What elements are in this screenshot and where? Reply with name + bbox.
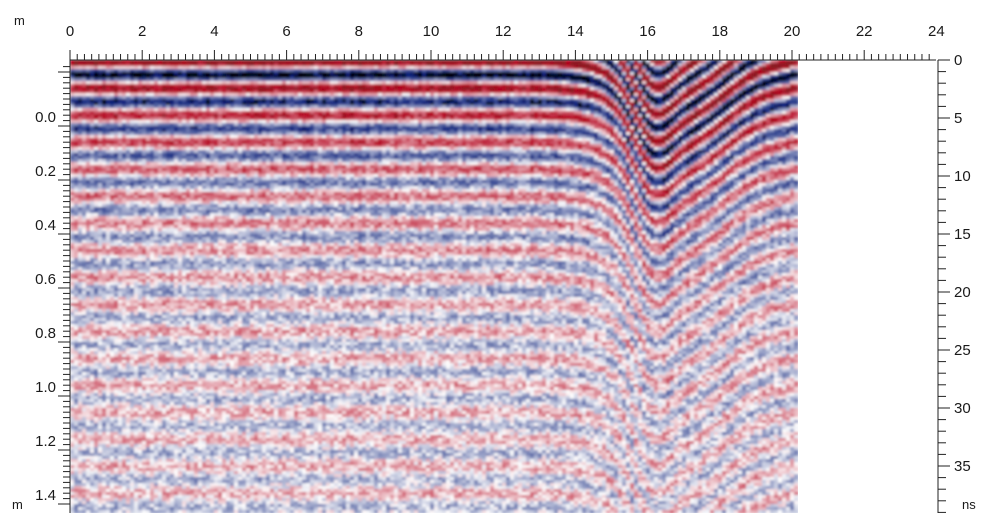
radargram-heatmap <box>70 60 799 513</box>
